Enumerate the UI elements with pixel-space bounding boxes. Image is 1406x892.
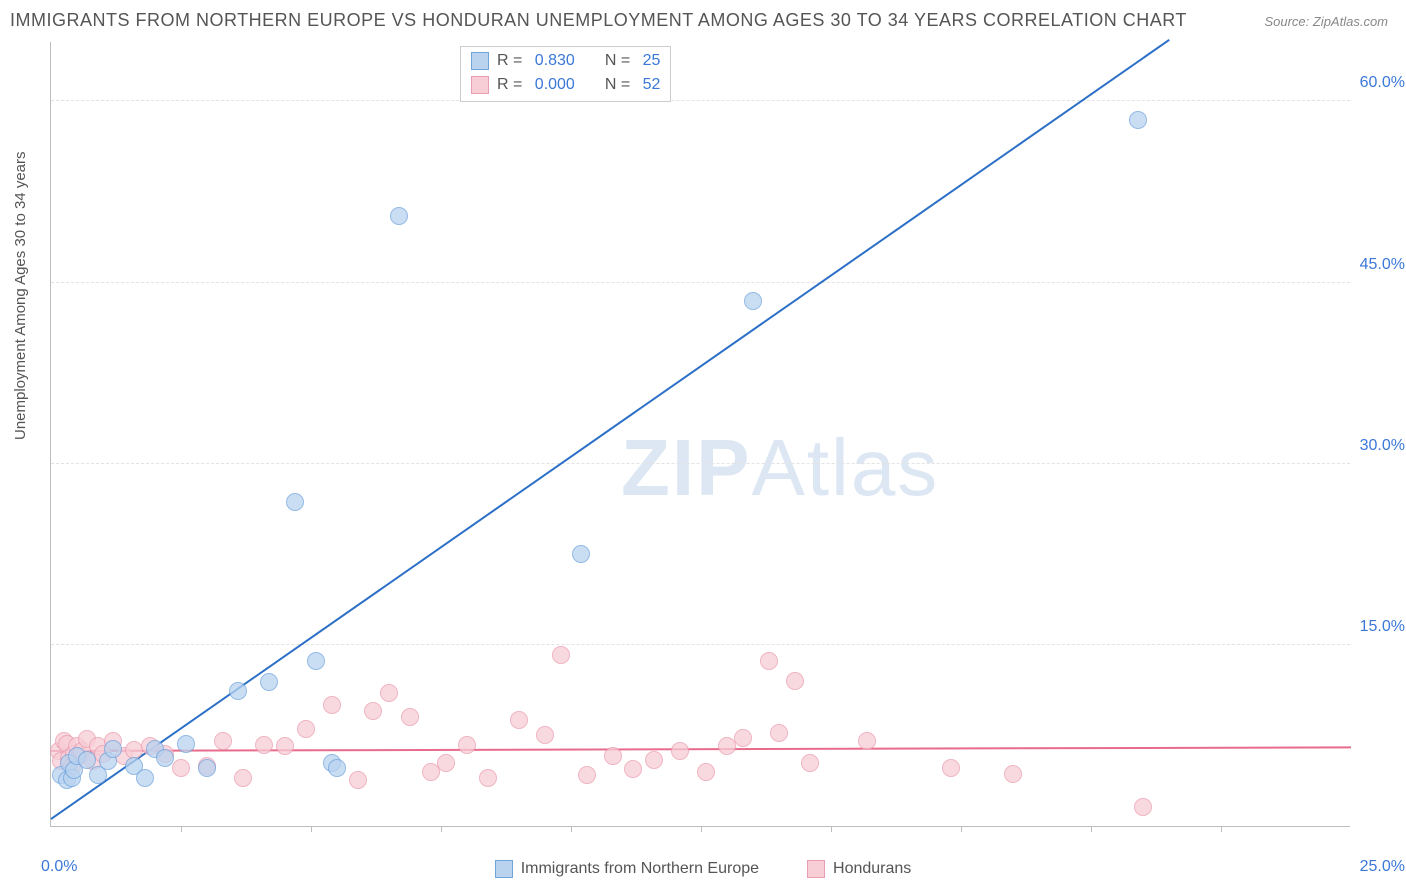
point-hondurans [297,720,315,738]
point-hondurans [942,759,960,777]
point-northern-europe [1129,111,1147,129]
legend-r-label: R = [497,76,522,94]
y-tick-label: 15.0% [1360,618,1405,636]
point-hondurans [458,736,476,754]
point-northern-europe [229,682,247,700]
point-hondurans [234,769,252,787]
point-hondurans [349,771,367,789]
legend-label: Hondurans [833,860,911,878]
point-hondurans [858,732,876,750]
point-hondurans [645,751,663,769]
point-hondurans [624,760,642,778]
point-northern-europe [328,759,346,777]
point-hondurans [1134,798,1152,816]
point-hondurans [276,737,294,755]
legend-n-label: N = [605,76,630,94]
point-hondurans [437,754,455,772]
point-hondurans [214,732,232,750]
correlation-legend: R = 0.830 N = 25 R = 0.000 N = 52 [460,46,671,102]
point-hondurans [697,763,715,781]
legend-n-value: 52 [638,76,660,94]
x-tick [181,826,182,832]
point-hondurans [1004,765,1022,783]
point-hondurans [734,729,752,747]
point-hondurans [255,736,273,754]
legend-row: R = 0.000 N = 52 [471,73,660,97]
x-tick [441,826,442,832]
y-tick-label: 60.0% [1360,74,1405,92]
point-northern-europe [177,735,195,753]
point-hondurans [364,702,382,720]
legend-swatch [495,860,513,878]
legend-r-label: R = [497,52,522,70]
source-attribution: Source: ZipAtlas.com [1264,14,1388,29]
x-tick [1221,826,1222,832]
legend-swatch [471,52,489,70]
point-hondurans [536,726,554,744]
point-hondurans [604,747,622,765]
point-northern-europe [136,769,154,787]
point-hondurans [760,652,778,670]
point-hondurans [801,754,819,772]
x-tick [311,826,312,832]
trendline-hondurans [51,747,1351,753]
x-tick [701,826,702,832]
point-northern-europe [307,652,325,670]
point-hondurans [671,742,689,760]
point-hondurans [172,759,190,777]
y-axis-label: Unemployment Among Ages 30 to 34 years [12,151,29,440]
gridline [51,282,1350,283]
trendline-northern-europe [50,39,1169,820]
legend-label: Immigrants from Northern Europe [521,860,759,878]
point-hondurans [510,711,528,729]
point-northern-europe [390,207,408,225]
legend-r-value: 0.830 [530,52,574,70]
point-hondurans [323,696,341,714]
y-tick-label: 30.0% [1360,437,1405,455]
scatter-plot-area: ZIPAtlas 15.0%30.0%45.0%60.0%0.0%25.0% [50,42,1350,827]
legend-row: R = 0.830 N = 25 [471,49,660,73]
series-legend: Immigrants from Northern Europe Hondurans [0,860,1406,878]
point-northern-europe [744,292,762,310]
point-northern-europe [286,493,304,511]
watermark-text: ZIPAtlas [621,422,939,514]
point-hondurans [786,672,804,690]
point-hondurans [578,766,596,784]
gridline [51,644,1350,645]
x-tick [831,826,832,832]
x-tick [961,826,962,832]
legend-swatch [807,860,825,878]
point-northern-europe [104,740,122,758]
point-hondurans [479,769,497,787]
point-northern-europe [198,759,216,777]
x-tick [1091,826,1092,832]
point-northern-europe [156,749,174,767]
gridline [51,100,1350,101]
legend-n-value: 25 [638,52,660,70]
point-northern-europe [572,545,590,563]
legend-r-value: 0.000 [530,76,574,94]
point-hondurans [552,646,570,664]
point-northern-europe [260,673,278,691]
point-hondurans [770,724,788,742]
legend-swatch [471,76,489,94]
legend-item: Immigrants from Northern Europe [495,860,759,878]
x-tick [571,826,572,832]
legend-item: Hondurans [807,860,911,878]
point-hondurans [380,684,398,702]
gridline [51,463,1350,464]
y-tick-label: 45.0% [1360,256,1405,274]
legend-n-label: N = [605,52,630,70]
point-hondurans [401,708,419,726]
chart-title: IMMIGRANTS FROM NORTHERN EUROPE VS HONDU… [10,10,1187,31]
